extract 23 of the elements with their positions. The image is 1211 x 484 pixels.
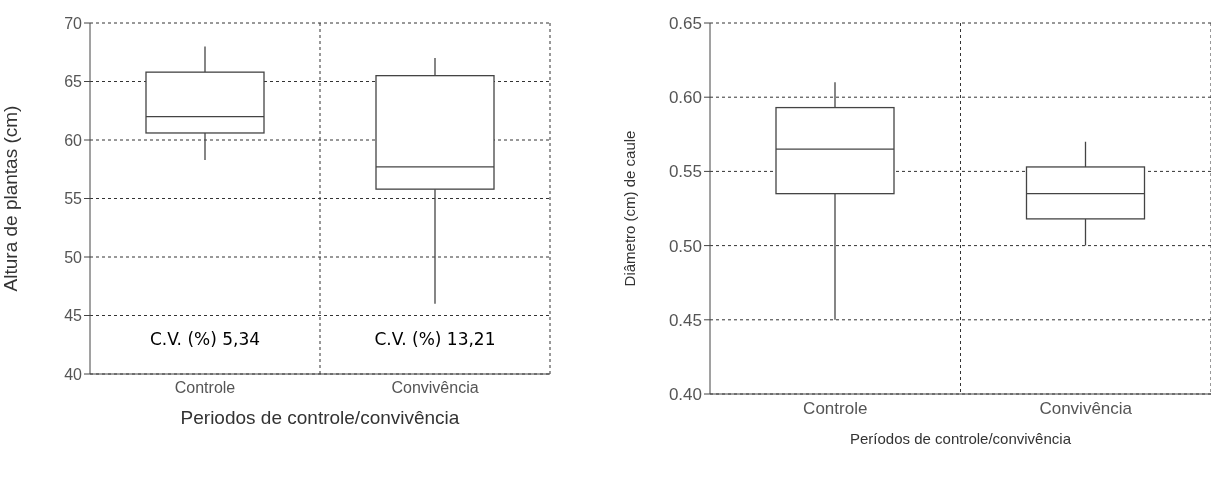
y-tick-label: 65: [64, 73, 83, 91]
x-axis-title: Períodos de controle/convivência: [850, 430, 1072, 447]
y-tick-label: 45: [64, 307, 83, 325]
y-tick-label: 0.40: [668, 385, 702, 405]
y-tick-label: 40: [64, 365, 83, 383]
y-tick-label: 50: [64, 248, 83, 266]
x-axis-title: Periodos de controle/convivência: [180, 407, 460, 428]
x-tick-label: Convivência: [1039, 399, 1133, 419]
x-tick-label: Controle: [803, 399, 868, 419]
y-tick-label: 0.50: [668, 236, 702, 256]
y-axis-title: Diâmetro (cm) de caule: [621, 130, 639, 287]
annotation: C.V. (%) 13,21: [373, 329, 497, 349]
annotation: C.V. (%) 5,34: [148, 329, 262, 349]
y-tick-label: 0.55: [668, 162, 702, 182]
x-tick-label: Controle: [174, 379, 236, 397]
y-axis-title: Altura de plantas (cm): [0, 105, 21, 292]
y-tick-label: 55: [64, 190, 83, 208]
y-tick-label: 70: [64, 14, 83, 32]
y-tick-label: 60: [64, 131, 83, 149]
y-tick-label: 0.65: [668, 14, 702, 34]
y-tick-label: 0.60: [668, 88, 702, 108]
y-tick-label: 0.45: [668, 310, 702, 330]
x-tick-label: Convivência: [391, 379, 479, 397]
